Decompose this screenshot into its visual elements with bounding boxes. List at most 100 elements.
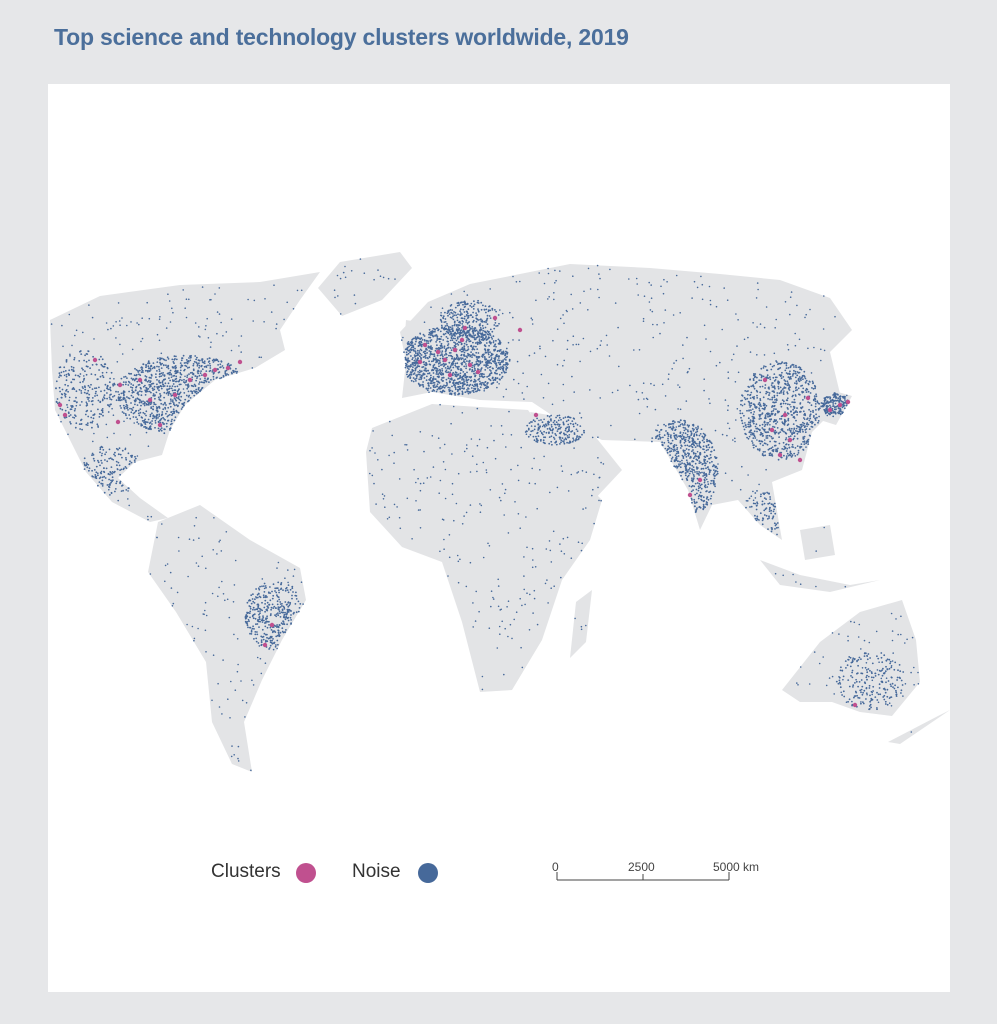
- noise-point: [201, 555, 203, 558]
- noise-point: [62, 345, 64, 348]
- noise-point: [145, 431, 148, 434]
- noise-point: [225, 374, 227, 377]
- noise-point: [532, 612, 534, 614]
- noise-point: [490, 357, 493, 359]
- noise-point: [436, 344, 438, 347]
- noise-point: [498, 349, 501, 352]
- noise-point: [481, 324, 484, 327]
- noise-point: [75, 422, 78, 425]
- noise-point: [709, 402, 711, 405]
- noise-point: [442, 316, 444, 319]
- noise-point: [544, 355, 547, 358]
- noise-point: [490, 341, 492, 344]
- noise-point: [461, 523, 464, 525]
- noise-point: [598, 499, 600, 502]
- noise-point: [224, 599, 226, 602]
- noise-point: [483, 364, 486, 366]
- noise-point: [492, 598, 495, 600]
- noise-point: [107, 472, 110, 475]
- noise-point: [748, 386, 750, 388]
- noise-point: [794, 430, 797, 432]
- noise-point: [67, 390, 69, 393]
- noise-point: [110, 491, 113, 494]
- noise-point: [154, 419, 157, 422]
- noise-point: [439, 369, 442, 372]
- noise-point: [344, 276, 347, 279]
- noise-point: [408, 368, 410, 370]
- noise-point: [478, 335, 480, 338]
- noise-point: [429, 350, 432, 353]
- noise-point: [763, 425, 766, 427]
- noise-point: [765, 376, 768, 379]
- noise-point: [99, 401, 102, 404]
- noise-point: [712, 491, 715, 494]
- noise-point: [682, 457, 685, 459]
- noise-point: [610, 424, 612, 427]
- noise-point: [371, 474, 374, 477]
- noise-point: [487, 386, 490, 389]
- noise-point: [547, 382, 550, 385]
- noise-point: [490, 355, 492, 357]
- noise-point: [150, 428, 152, 431]
- noise-point: [460, 357, 462, 359]
- noise-point: [64, 370, 67, 372]
- noise-point: [101, 374, 104, 377]
- noise-point: [137, 412, 140, 415]
- noise-point: [792, 408, 794, 411]
- noise-point: [758, 449, 761, 452]
- noise-point: [118, 464, 121, 467]
- noise-point: [713, 469, 715, 471]
- noise-point: [212, 549, 214, 551]
- noise-point: [766, 423, 769, 426]
- noise-point: [517, 513, 520, 515]
- noise-point: [787, 348, 790, 351]
- noise-point: [797, 684, 799, 686]
- noise-point: [80, 401, 83, 403]
- noise-point: [754, 437, 757, 439]
- noise-point: [760, 433, 762, 436]
- noise-point: [443, 364, 446, 366]
- noise-point: [130, 411, 133, 414]
- noise-point: [454, 388, 457, 391]
- noise-point: [103, 389, 106, 392]
- noise-point: [708, 473, 711, 475]
- noise-point: [81, 367, 83, 370]
- noise-point: [108, 381, 111, 384]
- noise-point: [705, 501, 708, 503]
- noise-point: [743, 414, 745, 417]
- noise-point: [694, 446, 697, 448]
- noise-point: [519, 527, 521, 529]
- noise-point: [186, 362, 189, 365]
- noise-point: [68, 396, 71, 399]
- noise-point: [92, 454, 95, 456]
- noise-point: [677, 421, 679, 423]
- noise-point: [520, 446, 522, 449]
- noise-point: [789, 366, 792, 369]
- noise-point: [457, 377, 460, 380]
- noise-point: [428, 356, 431, 359]
- noise-point: [710, 479, 713, 482]
- noise-point: [750, 409, 752, 411]
- noise-point: [275, 323, 278, 325]
- noise-point: [410, 379, 413, 382]
- noise-point: [444, 497, 447, 500]
- noise-point: [432, 327, 435, 330]
- noise-point: [683, 423, 686, 425]
- noise-point: [818, 415, 820, 418]
- noise-point: [758, 418, 761, 420]
- noise-point: [412, 345, 415, 347]
- noise-point: [587, 309, 589, 311]
- noise-point: [766, 391, 769, 394]
- noise-point: [109, 386, 112, 389]
- noise-point: [860, 648, 862, 650]
- noise-point: [125, 489, 128, 491]
- noise-point: [92, 355, 94, 358]
- noise-point: [261, 578, 264, 580]
- noise-point: [805, 446, 807, 448]
- noise-point: [678, 435, 681, 438]
- noise-point: [694, 455, 696, 458]
- noise-point: [597, 486, 599, 489]
- noise-point: [171, 366, 174, 368]
- noise-point: [82, 380, 84, 383]
- noise-point: [753, 430, 756, 433]
